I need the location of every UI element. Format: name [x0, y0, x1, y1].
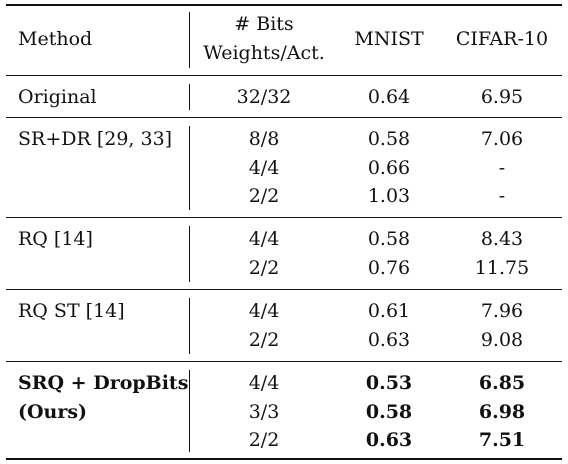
method-label: SR+DR [29, 33] — [18, 128, 173, 150]
column-divider — [189, 370, 190, 452]
bits-cell: 32/32 — [236, 86, 292, 108]
header-bits: # Bits — [234, 13, 294, 35]
bits-cell: 4/4 — [248, 300, 280, 322]
top-rule — [6, 4, 562, 6]
group-rule — [6, 117, 562, 118]
method-label: SRQ + DropBits — [18, 372, 189, 394]
method-label: (Ours) — [18, 401, 88, 423]
cifar-cell: - — [498, 157, 506, 179]
mnist-cell: 0.63 — [367, 329, 411, 351]
group-rule — [6, 361, 562, 362]
bits-cell: 2/2 — [248, 329, 280, 351]
bits-cell: 2/2 — [248, 257, 280, 279]
method-label: RQ ST [14] — [18, 300, 125, 322]
method-label: RQ [14] — [18, 228, 93, 250]
header-method: Method — [18, 28, 93, 50]
header-bits-sub: Weights/Act. — [203, 42, 325, 64]
bits-cell: 3/3 — [248, 401, 280, 423]
header-rule — [6, 75, 562, 76]
cifar-cell: 7.06 — [480, 128, 524, 150]
bits-cell: 4/4 — [248, 372, 280, 394]
header-mnist: MNIST — [354, 28, 424, 50]
mnist-cell: 1.03 — [367, 185, 411, 207]
cifar-cell: 7.96 — [480, 300, 524, 322]
column-divider — [189, 12, 190, 68]
header-cifar: CIFAR-10 — [455, 28, 549, 50]
column-divider — [189, 126, 190, 210]
group-rule — [6, 217, 562, 218]
cifar-cell: 6.98 — [478, 401, 526, 423]
cifar-cell: 7.51 — [478, 429, 526, 451]
mnist-cell: 0.58 — [367, 128, 411, 150]
mnist-cell: 0.61 — [367, 300, 411, 322]
mnist-cell: 0.63 — [365, 429, 413, 451]
mnist-cell: 0.53 — [365, 372, 413, 394]
mnist-cell: 0.58 — [367, 228, 411, 250]
cifar-cell: 6.95 — [480, 86, 524, 108]
column-divider — [189, 298, 190, 354]
bits-cell: 8/8 — [248, 128, 280, 150]
column-divider — [189, 226, 190, 282]
cifar-cell: 6.85 — [478, 372, 526, 394]
bits-cell: 4/4 — [248, 157, 280, 179]
column-divider — [189, 84, 190, 110]
bits-cell: 2/2 — [248, 429, 280, 451]
bottom-rule — [6, 458, 562, 460]
mnist-cell: 0.66 — [367, 157, 411, 179]
mnist-cell: 0.76 — [367, 257, 411, 279]
cifar-cell: 8.43 — [480, 228, 524, 250]
cifar-cell: 9.08 — [480, 329, 524, 351]
mnist-cell: 0.58 — [365, 401, 413, 423]
cifar-cell: 11.75 — [474, 257, 530, 279]
bits-cell: 2/2 — [248, 185, 280, 207]
group-rule — [6, 289, 562, 290]
method-label: Original — [18, 86, 97, 108]
mnist-cell: 0.64 — [367, 86, 411, 108]
cifar-cell: - — [498, 185, 506, 207]
bits-cell: 4/4 — [248, 228, 280, 250]
